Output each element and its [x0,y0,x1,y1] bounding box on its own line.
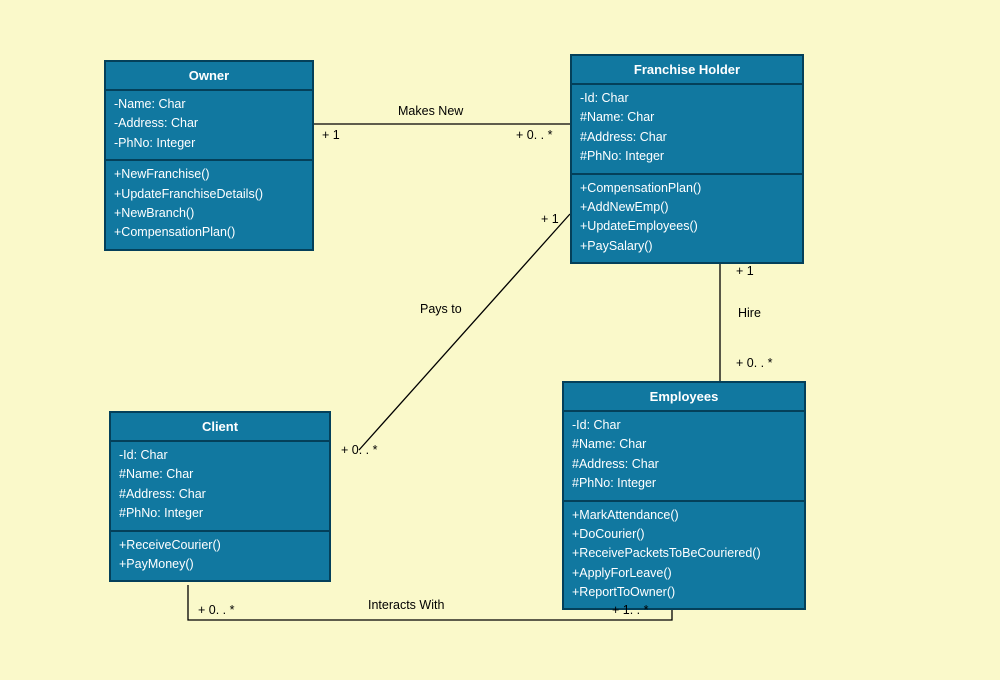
edge-pays-to [359,214,570,450]
op: +UpdateEmployees() [580,217,794,236]
op: +AddNewEmp() [580,198,794,217]
op: +CompensationPlan() [580,179,794,198]
attr: #Name: Char [580,108,794,127]
op: +PaySalary() [580,237,794,256]
mult-hire-b: + 0. . * [736,356,772,370]
class-franchise-holder: Franchise Holder -Id: Char #Name: Char #… [570,54,804,264]
attr: #Name: Char [119,465,321,484]
attr: #Name: Char [572,435,796,454]
op: +PayMoney() [119,555,321,574]
attr: #PhNo: Integer [119,504,321,523]
mult-hire-a: + 1 [736,264,754,278]
attr: -PhNo: Integer [114,134,304,153]
label-interacts: Interacts With [368,598,444,612]
mult-makes-new-b: + 0. . * [516,128,552,142]
op: +DoCourier() [572,525,796,544]
class-employees-attributes: -Id: Char #Name: Char #Address: Char #Ph… [564,412,804,502]
attr: -Id: Char [580,89,794,108]
class-client-title: Client [111,413,329,442]
mult-pays-to-b: + 0. . * [341,443,377,457]
class-client-operations: +ReceiveCourier() +PayMoney() [111,532,329,581]
class-owner-attributes: -Name: Char -Address: Char -PhNo: Intege… [106,91,312,161]
class-franchise-title: Franchise Holder [572,56,802,85]
mult-makes-new-a: + 1 [322,128,340,142]
op: +UpdateFranchiseDetails() [114,185,304,204]
attr: #Address: Char [119,485,321,504]
attr: -Id: Char [119,446,321,465]
class-client: Client -Id: Char #Name: Char #Address: C… [109,411,331,582]
mult-pays-to-a: + 1 [541,212,559,226]
class-owner-title: Owner [106,62,312,91]
op: +ApplyForLeave() [572,564,796,583]
op: +ReceiveCourier() [119,536,321,555]
op: +ReportToOwner() [572,583,796,602]
class-owner-operations: +NewFranchise() +UpdateFranchiseDetails(… [106,161,312,249]
mult-interacts-b: + 1. . * [612,603,648,617]
class-employees-title: Employees [564,383,804,412]
label-hire: Hire [738,306,761,320]
op: +NewFranchise() [114,165,304,184]
class-client-attributes: -Id: Char #Name: Char #Address: Char #Ph… [111,442,329,532]
label-pays-to: Pays to [420,302,462,316]
op: +MarkAttendance() [572,506,796,525]
op: +ReceivePacketsToBeCouriered() [572,544,796,563]
op: +NewBranch() [114,204,304,223]
attr: #PhNo: Integer [572,474,796,493]
class-franchise-attributes: -Id: Char #Name: Char #Address: Char #Ph… [572,85,802,175]
class-owner: Owner -Name: Char -Address: Char -PhNo: … [104,60,314,251]
label-makes-new: Makes New [398,104,463,118]
attr: #Address: Char [572,455,796,474]
attr: #Address: Char [580,128,794,147]
attr: -Id: Char [572,416,796,435]
class-employees: Employees -Id: Char #Name: Char #Address… [562,381,806,610]
attr: -Name: Char [114,95,304,114]
mult-interacts-a: + 0. . * [198,603,234,617]
op: +CompensationPlan() [114,223,304,242]
attr: -Address: Char [114,114,304,133]
class-employees-operations: +MarkAttendance() +DoCourier() +ReceiveP… [564,502,804,609]
attr: #PhNo: Integer [580,147,794,166]
class-franchise-operations: +CompensationPlan() +AddNewEmp() +Update… [572,175,802,263]
